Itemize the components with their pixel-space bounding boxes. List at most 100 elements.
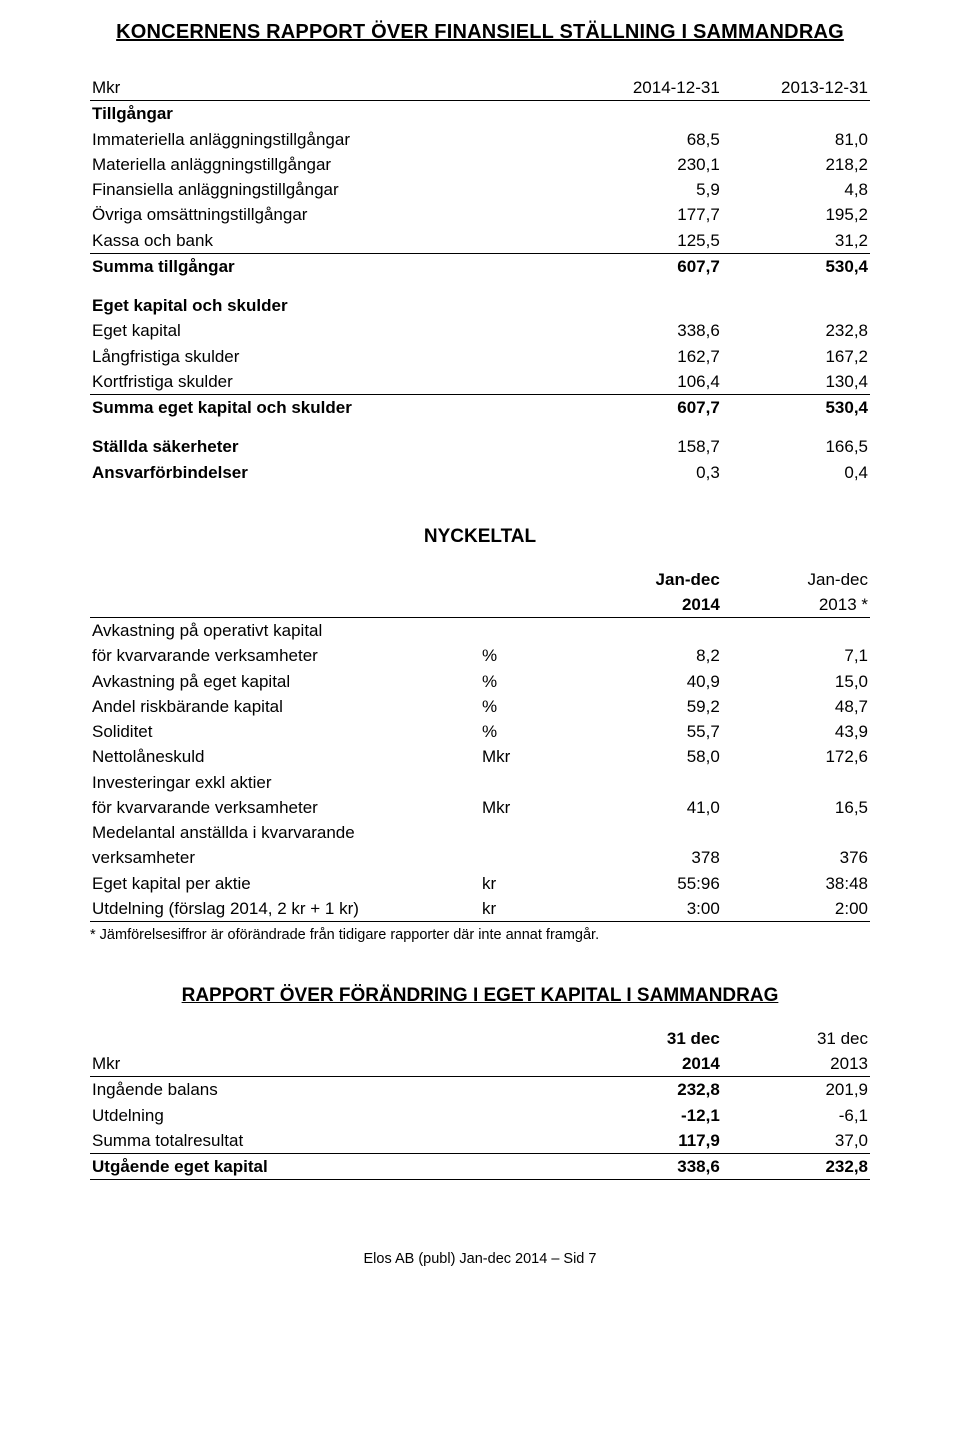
equity-label: Kortfristiga skulder [90,369,574,395]
key-row: Soliditet % 55,7 43,9 [90,719,870,744]
key-v1: 41,0 [574,795,722,820]
key-label: verksamheter [90,845,480,870]
pledged-v2: 166,5 [722,434,870,459]
key-label: Nettolåneskuld [90,744,480,769]
sum-equity-v2: 530,4 [722,395,870,421]
assets-heading: Tillgångar [90,101,574,127]
ec-hdr-c1a: 31 dec [574,1026,722,1051]
key-v2: 43,9 [722,719,870,744]
equity-heading-row: Eget kapital och skulder [90,293,870,318]
asset-row: Immateriella anläggningstillgångar 68,5 … [90,127,870,152]
key-v1: 378 [574,845,722,870]
ec-hdr-c2a: 31 dec [722,1026,870,1051]
equity-v2: 232,8 [722,318,870,343]
key-label: för kvarvarande verksamheter [90,795,480,820]
key-v2: 172,6 [722,744,870,769]
contingent-v2: 0,4 [722,460,870,485]
pledged-v1: 158,7 [574,434,722,459]
key-prerow3: Medelantal anställda i kvarvarande [90,820,870,845]
equity-v1: 162,7 [574,344,722,369]
asset-v1: 230,1 [574,152,722,177]
key-row: Avkastning på eget kapital % 40,9 15,0 [90,669,870,694]
sum-equity-label: Summa eget kapital och skulder [90,395,574,421]
asset-row: Övriga omsättningstillgångar 177,7 195,2 [90,202,870,227]
asset-v1: 5,9 [574,177,722,202]
key-label: Soliditet [90,719,480,744]
asset-v1: 125,5 [574,228,722,254]
key-row: Andel riskbärande kapital % 59,2 48,7 [90,694,870,719]
asset-v1: 177,7 [574,202,722,227]
key-v2: 38:48 [722,871,870,896]
key-hdr-c1b: 2014 [574,592,722,618]
key-v2: 16,5 [722,795,870,820]
page-title-3: RAPPORT ÖVER FÖRÄNDRING I EGET KAPITAL I… [90,984,870,1008]
asset-label: Övriga omsättningstillgångar [90,202,574,227]
asset-v2: 31,2 [722,228,870,254]
key-hdr-c2a: Jan-dec [722,567,870,592]
key-v1: 8,2 [574,643,722,668]
asset-v2: 4,8 [722,177,870,202]
key-row: för kvarvarande verksamheter % 8,2 7,1 [90,643,870,668]
ec-sum-v1: 338,6 [574,1154,722,1180]
key-row2: för kvarvarande verksamheter Mkr 41,0 16… [90,795,870,820]
equity-v2: 167,2 [722,344,870,369]
equity-v2: 130,4 [722,369,870,395]
page-title-1: KONCERNENS RAPPORT ÖVER FINANSIELL STÄLL… [90,20,870,45]
key-row: Nettolåneskuld Mkr 58,0 172,6 [90,744,870,769]
key-v2: 2:00 [722,896,870,922]
balance-hdr-c1: 2014-12-31 [574,75,722,101]
keyfigures-table: Jan-dec Jan-dec 2014 2013 * Avkastning p… [90,567,870,923]
ec-v1: 117,9 [574,1128,722,1154]
ec-hdr-top: 31 dec 31 dec [90,1026,870,1051]
contingent-label: Ansvarförbindelser [90,460,574,485]
assets-heading-row: Tillgångar [90,101,870,127]
key-v1: 3:00 [574,896,722,922]
ec-row: Summa totalresultat 117,9 37,0 [90,1128,870,1154]
equity-row: Eget kapital 338,6 232,8 [90,318,870,343]
key-v2: 376 [722,845,870,870]
pledged-row: Ställda säkerheter 158,7 166,5 [90,434,870,459]
ec-label: Ingående balans [90,1077,574,1103]
page-footer: Elos AB (publ) Jan-dec 2014 – Sid 7 [90,1250,870,1268]
balance-hdr-c2: 2013-12-31 [722,75,870,101]
asset-v2: 218,2 [722,152,870,177]
equity-row: Långfristiga skulder 162,7 167,2 [90,344,870,369]
key-v1: 55,7 [574,719,722,744]
sum-equity-row: Summa eget kapital och skulder 607,7 530… [90,395,870,421]
key-footnote: * Jämförelsesiffror är oförändrade från … [90,926,870,944]
key-unit: % [480,669,574,694]
asset-label: Materiella anläggningstillgångar [90,152,574,177]
key-prerow2-label: Investeringar exkl aktier [90,770,480,795]
ec-label: Summa totalresultat [90,1128,574,1154]
key-prerow: Avkastning på operativt kapital [90,618,870,644]
ec-v2: 201,9 [722,1077,870,1103]
balance-header-row: Mkr 2014-12-31 2013-12-31 [90,75,870,101]
key-unit: Mkr [480,795,574,820]
sum-assets-v1: 607,7 [574,253,722,279]
asset-v2: 81,0 [722,127,870,152]
asset-label: Immateriella anläggningstillgångar [90,127,574,152]
key-prerow-label: Avkastning på operativt kapital [90,618,480,644]
key-prerow2: Investeringar exkl aktier [90,770,870,795]
key-row5: Utdelning (förslag 2014, 2 kr + 1 kr) kr… [90,896,870,922]
page: KONCERNENS RAPPORT ÖVER FINANSIELL STÄLL… [0,0,960,1309]
balance-table: Mkr 2014-12-31 2013-12-31 Tillgångar Imm… [90,75,870,485]
key-label: Avkastning på eget kapital [90,669,480,694]
asset-label: Kassa och bank [90,228,574,254]
ec-row: Ingående balans 232,8 201,9 [90,1077,870,1103]
contingent-row: Ansvarförbindelser 0,3 0,4 [90,460,870,485]
ec-hdr-c0: Mkr [90,1051,574,1077]
equity-change-table: 31 dec 31 dec Mkr 2014 2013 Ingående bal… [90,1026,870,1181]
sum-assets-label: Summa tillgångar [90,253,574,279]
key-v2: 15,0 [722,669,870,694]
balance-hdr-c0: Mkr [90,75,574,101]
key-v1: 59,2 [574,694,722,719]
key-label: för kvarvarande verksamheter [90,643,480,668]
ec-v2: -6,1 [722,1103,870,1128]
key-row3: verksamheter 378 376 [90,845,870,870]
key-v2: 48,7 [722,694,870,719]
key-v2: 7,1 [722,643,870,668]
ec-hdr-c1b: 2014 [574,1051,722,1077]
asset-label: Finansiella anläggningstillgångar [90,177,574,202]
ec-sum-v2: 232,8 [722,1154,870,1180]
